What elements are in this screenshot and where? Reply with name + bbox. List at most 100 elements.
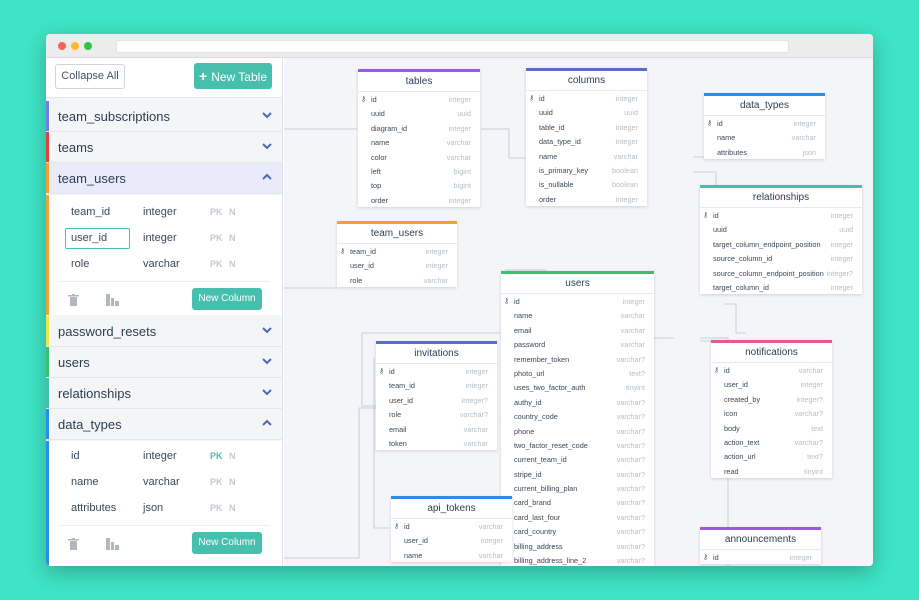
primary-key-toggle[interactable]: PK bbox=[210, 503, 223, 513]
table-column-row[interactable]: user_id integer bbox=[711, 377, 832, 391]
table-column-row[interactable]: role varchar? bbox=[376, 407, 497, 421]
table-column-row[interactable]: ⚷ id integer bbox=[501, 294, 654, 308]
table-column-row[interactable]: email varchar bbox=[376, 422, 497, 436]
sidebar-item-team-users[interactable]: team_users bbox=[46, 163, 282, 194]
collapse-all-button[interactable]: Collapse All bbox=[55, 64, 125, 89]
primary-key-toggle[interactable]: PK bbox=[210, 207, 223, 217]
table-column-row[interactable]: created_by integer? bbox=[711, 392, 832, 406]
table-title[interactable]: data_types bbox=[704, 96, 825, 116]
table-column-row[interactable]: photo_url text? bbox=[501, 366, 654, 380]
column-type[interactable]: varchar bbox=[143, 258, 180, 270]
diagram-canvas[interactable]: tables ⚷ id integer uuid uuid diagram_id intege… bbox=[284, 58, 873, 566]
table-column-row[interactable]: ⚷ id integer bbox=[700, 550, 821, 564]
table-column-row[interactable]: color varchar bbox=[358, 150, 480, 164]
table-title[interactable]: announcements bbox=[700, 530, 821, 550]
nullable-toggle[interactable]: N bbox=[229, 477, 236, 487]
table-column-row[interactable]: target_column_id integer bbox=[700, 280, 862, 294]
table-title[interactable]: columns bbox=[526, 71, 647, 91]
nullable-toggle[interactable]: N bbox=[229, 451, 236, 461]
table-column-row[interactable]: uses_two_factor_auth tinyint bbox=[501, 380, 654, 394]
table-column-row[interactable]: remember_token varchar? bbox=[501, 352, 654, 366]
column-name[interactable]: name bbox=[71, 476, 99, 488]
table-column-row[interactable]: ⚷ id varchar bbox=[391, 519, 512, 533]
column-type[interactable]: integer bbox=[143, 450, 177, 462]
table-column-row[interactable]: country_code varchar? bbox=[501, 409, 654, 423]
nullable-toggle[interactable]: N bbox=[229, 503, 236, 513]
sidebar-item-data-types[interactable]: data_types bbox=[46, 409, 282, 440]
table-column-row[interactable]: name varchar bbox=[704, 130, 825, 144]
table-column-row[interactable]: is_nullable boolean bbox=[526, 177, 647, 191]
new-table-button[interactable]: + New Table bbox=[194, 63, 272, 89]
column-type[interactable]: varchar bbox=[143, 476, 180, 488]
table-column-row[interactable]: card_country varchar? bbox=[501, 524, 654, 538]
sidebar-item-team-subscriptions[interactable]: team_subscriptions bbox=[46, 101, 282, 132]
table-column-row[interactable]: role varchar bbox=[337, 273, 457, 287]
table-column-row[interactable]: user_id integer? bbox=[376, 393, 497, 407]
column-type[interactable]: json bbox=[143, 502, 164, 514]
table-column-row[interactable]: is_primary_key boolean bbox=[526, 163, 647, 177]
sidebar-item-users[interactable]: users bbox=[46, 347, 282, 378]
table-column-row[interactable]: ⚷ id integer bbox=[704, 116, 825, 130]
table-column-row[interactable]: ⚷ id integer bbox=[526, 91, 647, 105]
table-column-row[interactable]: action_url text? bbox=[711, 449, 832, 463]
primary-key-toggle[interactable]: PK bbox=[210, 233, 223, 243]
table-column-row[interactable]: two_factor_reset_code varchar? bbox=[501, 438, 654, 452]
minimize-window-icon[interactable] bbox=[71, 42, 79, 50]
table-title[interactable]: team_users bbox=[337, 224, 457, 244]
table-column-row[interactable]: icon varchar? bbox=[711, 406, 832, 420]
table-column-row[interactable]: name varchar bbox=[391, 548, 512, 562]
column-name[interactable]: attributes bbox=[71, 502, 117, 514]
table-column-row[interactable]: source_column_endpoint_position integer? bbox=[700, 266, 862, 280]
table-column-row[interactable]: name varchar bbox=[358, 135, 480, 149]
table-relationships[interactable]: relationships ⚷ id integer uuid uuid target_co… bbox=[700, 185, 862, 295]
table-column-row[interactable]: current_team_id varchar? bbox=[501, 452, 654, 466]
table-column-row[interactable]: ⚷ id integer bbox=[358, 92, 480, 106]
table-column-row[interactable]: table_id integer bbox=[526, 120, 647, 134]
table-column-row[interactable]: user_id integer bbox=[337, 258, 457, 272]
trash-icon[interactable] bbox=[68, 538, 79, 550]
table-column-row[interactable]: ⚷ team_id integer bbox=[337, 244, 457, 258]
table-column-row[interactable]: name varchar bbox=[526, 149, 647, 163]
new-column-button[interactable]: New Column bbox=[192, 288, 262, 310]
nullable-toggle[interactable]: N bbox=[229, 259, 236, 269]
table-title[interactable]: users bbox=[501, 274, 654, 294]
nullable-toggle[interactable]: N bbox=[229, 233, 236, 243]
table-tables[interactable]: tables ⚷ id integer uuid uuid diagram_id intege… bbox=[358, 69, 480, 208]
table-column-row[interactable]: user_id integer bbox=[391, 533, 512, 547]
table-column-row[interactable]: password varchar bbox=[501, 337, 654, 351]
table-column-row[interactable]: email varchar bbox=[501, 323, 654, 337]
table-column-row[interactable]: read tinyint bbox=[711, 464, 832, 478]
sidebar-item-password-resets[interactable]: password_resets bbox=[46, 316, 282, 347]
table-column-row[interactable]: team_id integer bbox=[376, 378, 497, 392]
table-invitations[interactable]: invitations ⚷ id integer team_id integer user_… bbox=[376, 341, 497, 451]
table-title[interactable]: relationships bbox=[700, 188, 862, 208]
primary-key-toggle[interactable]: PK bbox=[210, 477, 223, 487]
new-column-button[interactable]: New Column bbox=[192, 532, 262, 554]
table-column-row[interactable]: left bigint bbox=[358, 164, 480, 178]
table-column-row[interactable]: target_column_endpoint_position integer bbox=[700, 237, 862, 251]
table-team-users[interactable]: team_users ⚷ team_id integer user_id integer r… bbox=[337, 221, 457, 288]
table-column-row[interactable]: current_billing_plan varchar? bbox=[501, 481, 654, 495]
table-column-row[interactable]: body text bbox=[711, 421, 832, 435]
table-column-row[interactable]: billing_address_line_2 varchar? bbox=[501, 553, 654, 566]
table-column-row[interactable]: action_text varchar? bbox=[711, 435, 832, 449]
index-icon[interactable] bbox=[106, 294, 119, 306]
close-window-icon[interactable] bbox=[58, 42, 66, 50]
column-type[interactable]: integer bbox=[143, 206, 177, 218]
nullable-toggle[interactable]: N bbox=[229, 207, 236, 217]
sidebar-item-relationships[interactable]: relationships bbox=[46, 378, 282, 409]
table-column-row[interactable]: stripe_id varchar? bbox=[501, 467, 654, 481]
trash-icon[interactable] bbox=[68, 294, 79, 306]
table-column-row[interactable]: card_last_four varchar? bbox=[501, 510, 654, 524]
table-column-row[interactable]: order integer bbox=[526, 192, 647, 206]
table-column-row[interactable]: card_brand varchar? bbox=[501, 495, 654, 509]
column-name[interactable]: role bbox=[71, 258, 90, 270]
maximize-window-icon[interactable] bbox=[84, 42, 92, 50]
table-column-row[interactable]: ⚷ id varchar bbox=[711, 363, 832, 377]
table-column-row[interactable]: source_column_id integer bbox=[700, 251, 862, 265]
column-type[interactable]: integer bbox=[143, 232, 177, 244]
table-notifications[interactable]: notifications ⚷ id varchar user_id integer cre… bbox=[711, 340, 832, 479]
column-name-input[interactable]: user_id bbox=[65, 228, 130, 249]
table-column-row[interactable]: ⚷ id integer bbox=[700, 208, 862, 222]
table-column-row[interactable]: uuid uuid bbox=[358, 106, 480, 120]
